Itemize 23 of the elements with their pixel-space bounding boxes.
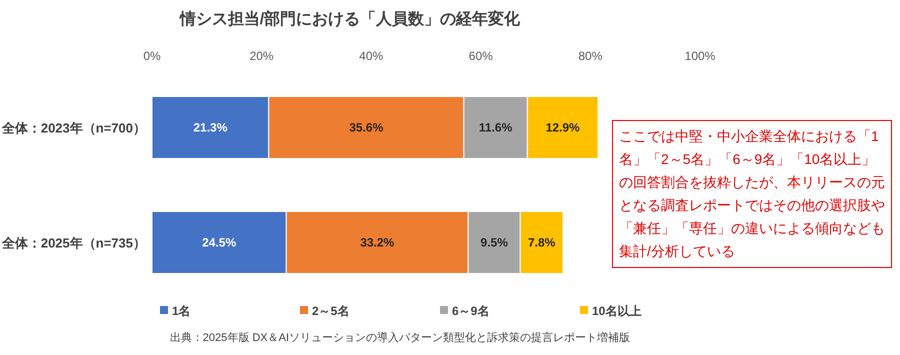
- legend-label: 2～5名: [312, 304, 350, 318]
- y-tick-label: 全体：2023年（n=700）: [0, 120, 146, 136]
- annotation-note: ここでは中堅・中小企業全体における「1名」「2～5名」「6～9名」「10名以上」の回答割合を抜粋したが、本リリースの元となる調査レポートではその他の選択肢や「兼任」「専任」の違いによる傾向なども集計/分析している: [612, 120, 892, 268]
- data-label: 21.3%: [193, 120, 228, 134]
- legend-label: 6～9名: [452, 304, 490, 318]
- data-label: 7.8%: [528, 236, 556, 250]
- x-tick-label: 80%: [578, 49, 603, 63]
- data-label: 24.5%: [202, 236, 236, 250]
- legend-label: 1名: [172, 304, 191, 318]
- data-label: 11.6%: [478, 120, 513, 134]
- legend-label: 10名以上: [592, 304, 642, 318]
- x-tick-label: 60%: [468, 49, 494, 63]
- source-note: 出典：2025年版 DX＆AIソリューションの導入パターン類型化と訴求策の提言レポート増補版: [170, 331, 630, 344]
- x-tick-label: 100%: [684, 49, 716, 63]
- x-tick-label: 40%: [359, 49, 384, 63]
- data-label: 35.6%: [349, 120, 384, 134]
- data-label: 12.9%: [546, 120, 580, 134]
- data-label: 33.2%: [360, 236, 395, 250]
- x-tick-label: 0%: [143, 49, 161, 63]
- x-tick-label: 20%: [250, 49, 274, 63]
- y-tick-label: 全体：2025年（n=735）: [0, 236, 146, 250]
- data-label: 9.5%: [480, 236, 508, 250]
- chart-title: 情シス担当/部門における「人員数」の経年変化: [178, 9, 522, 28]
